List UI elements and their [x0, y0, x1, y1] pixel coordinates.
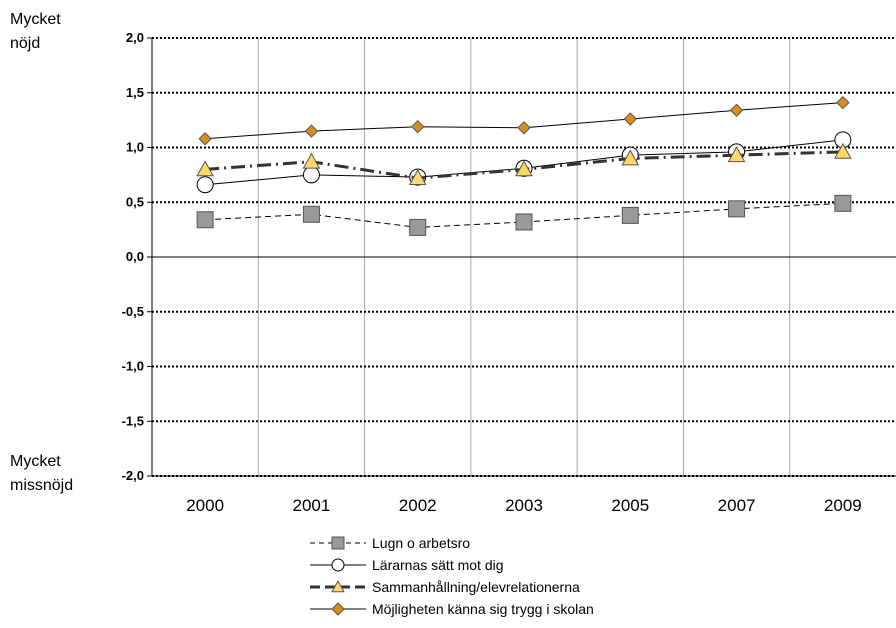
data-point-circle	[302, 166, 320, 184]
x-tick-label: 2000	[186, 496, 224, 515]
side-label-bottom-line1: Mycket	[10, 453, 61, 470]
series-layer	[196, 95, 852, 236]
legend-swatch	[310, 558, 366, 572]
legend-swatch	[310, 579, 366, 593]
side-label-bottom: Mycket missnöjd	[10, 450, 73, 498]
data-point-triangle	[834, 142, 852, 159]
side-label-bottom-line2: missnöjd	[10, 477, 74, 494]
x-tick-labels: 2000 2001 2002 2003 2005 2007 2009	[186, 496, 862, 515]
data-point-diamond	[623, 112, 637, 126]
y-tick-label: -2,0	[122, 468, 144, 483]
legend-swatch	[310, 602, 366, 616]
data-point-circle	[196, 176, 214, 194]
x-tick-label: 2007	[718, 496, 756, 515]
data-point-triangle	[302, 152, 321, 169]
data-point-diamond	[729, 103, 744, 117]
data-point-square	[409, 218, 427, 236]
x-tick-label: 2005	[611, 496, 649, 515]
x-tick-label: 2009	[824, 496, 862, 515]
legend-label: Möjligheten känna sig trygg i skolan	[372, 601, 594, 617]
y-tick-label: 1,5	[126, 85, 144, 100]
data-point-square	[834, 194, 852, 212]
y-tick-label: 0,5	[126, 194, 144, 209]
y-tick-label: -0,5	[122, 304, 144, 319]
data-point-diamond	[304, 124, 319, 138]
y-tick-label: 1,0	[126, 140, 144, 155]
data-point-diamond	[198, 132, 212, 146]
y-tick-label: -1,0	[122, 359, 144, 374]
y-tick-label: -1,5	[122, 413, 144, 428]
data-point-triangle	[408, 169, 427, 186]
data-point-triangle	[727, 146, 746, 163]
side-label-top-line2: nöjd	[10, 35, 41, 52]
data-point-triangle	[515, 160, 533, 177]
series-4	[198, 95, 850, 146]
series-3	[196, 142, 852, 186]
series-1	[196, 194, 852, 236]
data-point-triangle	[196, 160, 214, 177]
data-point-diamond	[411, 119, 425, 134]
data-point-square	[196, 211, 214, 229]
x-tick-label: 2002	[399, 496, 437, 515]
data-point-square	[728, 200, 746, 218]
data-point-square	[515, 213, 533, 231]
y-tick-label: 2,0	[126, 30, 144, 45]
legend-label: Lärarnas sätt mot dig	[372, 557, 504, 573]
side-label-top: Mycket nöjd	[10, 8, 61, 56]
data-point-diamond	[517, 121, 531, 135]
data-point-square	[621, 206, 639, 224]
axes	[147, 37, 896, 477]
data-point-diamond	[836, 95, 850, 110]
data-point-triangle	[621, 149, 640, 166]
legend-label: Lugn o arbetsro	[372, 535, 471, 551]
y-tick-label: 0,0	[126, 249, 144, 264]
legend-swatch	[310, 536, 366, 550]
data-point-diamond	[331, 602, 345, 616]
data-point-triangle	[331, 579, 345, 593]
x-tick-label: 2001	[293, 496, 331, 515]
y-tick-labels: 2,0 1,5 1,0 0,5 0,0 -0,5 -1,0 -1,5 -2,0	[122, 30, 144, 483]
x-tick-label: 2003	[505, 496, 543, 515]
side-label-top-line1: Mycket	[10, 11, 61, 28]
data-point-square	[302, 205, 320, 223]
data-point-square	[331, 536, 345, 550]
legend-label: Sammanhållning/elevrelationerna	[372, 579, 580, 595]
data-point-circle	[331, 558, 345, 572]
